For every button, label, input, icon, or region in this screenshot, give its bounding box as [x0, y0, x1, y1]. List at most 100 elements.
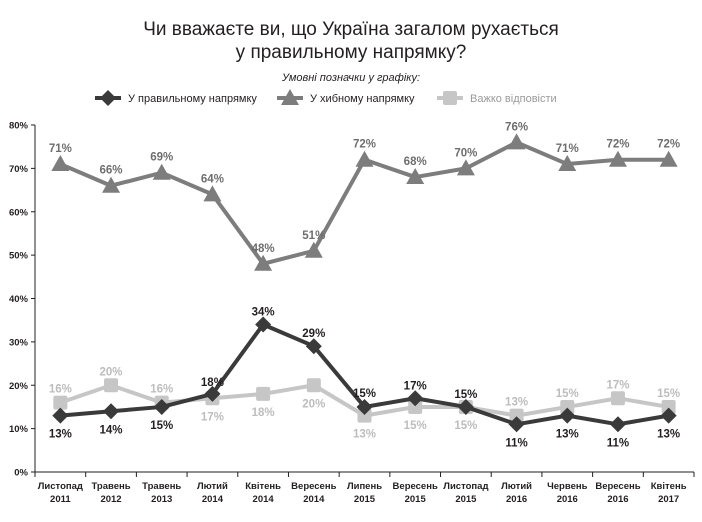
- legend-label-diamond: У правильному напрямку: [128, 93, 257, 105]
- data-point-triangle: [254, 254, 273, 271]
- data-point-diamond: [407, 390, 424, 407]
- data-point-square: [256, 386, 271, 401]
- y-tick-label: 40%: [9, 294, 29, 305]
- data-label-diamond: 18%: [201, 377, 224, 389]
- data-label-square: 20%: [100, 366, 123, 378]
- data-point-triangle: [608, 150, 627, 167]
- data-label-square: 17%: [201, 411, 224, 423]
- data-point-square: [661, 399, 676, 414]
- data-point-triangle: [203, 185, 222, 202]
- data-point-square: [509, 408, 524, 423]
- y-tick-label: 60%: [9, 207, 29, 218]
- x-tick-label: Травень 2013: [142, 481, 181, 505]
- data-point-diamond: [52, 407, 69, 424]
- data-label-diamond: 13%: [49, 429, 72, 441]
- data-label-square: 15%: [404, 420, 427, 432]
- data-label-square: 15%: [556, 388, 579, 400]
- x-tick-label: Лютий 2014: [197, 481, 228, 505]
- data-point-square: [408, 399, 423, 414]
- data-point-diamond: [255, 316, 272, 333]
- data-point-triangle: [456, 159, 475, 176]
- data-point-square: [306, 378, 321, 393]
- data-point-diamond: [457, 398, 474, 415]
- data-point-diamond: [305, 338, 322, 355]
- data-label-triangle: 72%: [606, 139, 629, 151]
- data-label-square: 16%: [49, 384, 72, 396]
- data-label-square: 15%: [454, 420, 477, 432]
- x-tick-label: Лютий 2016: [501, 481, 532, 505]
- data-point-diamond: [153, 398, 170, 415]
- data-label-diamond: 34%: [252, 307, 275, 319]
- data-label-square: 18%: [252, 407, 275, 419]
- x-tick-label: Червень 2016: [547, 481, 587, 505]
- data-label-diamond: 17%: [404, 380, 427, 392]
- x-tick-label: Квітень 2017: [651, 481, 687, 505]
- data-point-square: [610, 391, 625, 406]
- x-tick-label: Листопад 2015: [443, 481, 488, 505]
- data-label-triangle: 72%: [657, 139, 680, 151]
- y-tick-label: 10%: [9, 424, 29, 435]
- data-point-triangle: [304, 241, 323, 258]
- y-tick-label: 20%: [9, 381, 29, 392]
- chart-title-line-1: Чи вважаєте ви, що Україна загалом рухає…: [143, 19, 559, 40]
- data-point-square: [357, 408, 372, 423]
- data-label-triangle: 72%: [353, 139, 376, 151]
- x-tick-label: Вересень 2014: [291, 481, 336, 505]
- data-label-diamond: 29%: [302, 328, 325, 340]
- legend-label-square: Важко відповісти: [470, 93, 557, 105]
- data-label-square: 15%: [657, 388, 680, 400]
- data-label-square: 13%: [505, 397, 528, 409]
- x-tick-label: Листопад 2011: [38, 481, 83, 505]
- data-label-triangle: 69%: [150, 152, 173, 164]
- legend-marker-diamond: [100, 90, 116, 106]
- data-point-triangle: [355, 150, 374, 167]
- data-label-triangle: 71%: [556, 143, 579, 155]
- data-point-square: [104, 378, 119, 393]
- legend-title: Умовні позначки у графіку:: [281, 72, 421, 84]
- x-tick-label: Липень 2015: [347, 481, 382, 505]
- data-label-square: 20%: [302, 398, 325, 410]
- data-point-square: [53, 395, 68, 410]
- data-label-diamond: 15%: [353, 388, 376, 400]
- data-label-diamond: 15%: [454, 389, 477, 401]
- data-label-diamond: 13%: [657, 429, 680, 441]
- data-point-diamond: [609, 416, 626, 433]
- data-point-triangle: [659, 150, 678, 167]
- data-label-diamond: 14%: [100, 424, 123, 436]
- data-label-diamond: 13%: [556, 429, 579, 441]
- y-tick-label: 0%: [14, 468, 28, 479]
- data-label-square: 16%: [150, 384, 173, 396]
- data-point-triangle: [406, 168, 425, 185]
- data-label-triangle: 66%: [100, 165, 123, 177]
- chart-title: Чи вважаєте ви, що Україна загалом рухає…: [0, 18, 702, 64]
- y-tick-label: 80%: [9, 121, 29, 132]
- x-tick-label: Травень 2012: [91, 481, 130, 505]
- data-point-diamond: [660, 407, 677, 424]
- x-tick-label: Вересень 2016: [595, 481, 640, 505]
- data-point-diamond: [103, 403, 120, 420]
- legend-label-triangle: У хибному напрямку: [310, 93, 415, 105]
- y-tick-label: 30%: [9, 337, 29, 348]
- data-label-triangle: 70%: [454, 147, 477, 159]
- data-point-diamond: [204, 385, 221, 402]
- data-label-square: 13%: [353, 429, 376, 441]
- x-tick-label: Квітень 2014: [245, 481, 281, 505]
- data-point-diamond: [356, 398, 373, 415]
- data-point-triangle: [51, 155, 70, 172]
- data-label-triangle: 64%: [201, 173, 224, 185]
- data-label-triangle: 76%: [505, 121, 528, 133]
- data-point-diamond: [559, 407, 576, 424]
- data-label-diamond: 15%: [150, 420, 173, 432]
- data-label-triangle: 68%: [404, 156, 427, 168]
- data-label-diamond: 11%: [505, 437, 527, 449]
- legend-marker-square: [443, 91, 457, 105]
- data-label-triangle: 71%: [49, 143, 72, 155]
- data-label-square: 17%: [606, 379, 629, 391]
- legend-marker-triangle: [281, 89, 299, 105]
- y-tick-label: 70%: [9, 164, 29, 175]
- data-label-triangle: 51%: [302, 230, 325, 242]
- data-label-triangle: 48%: [252, 243, 275, 255]
- x-tick-label: Вересень 2015: [393, 481, 438, 505]
- chart-title-line-2: у правильному напрямку?: [235, 42, 467, 63]
